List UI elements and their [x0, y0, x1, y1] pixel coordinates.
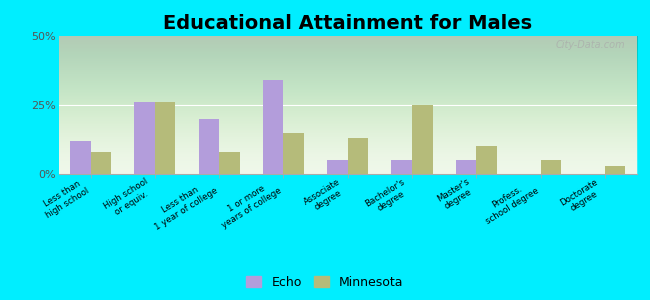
Text: Less than
high school: Less than high school [38, 177, 90, 220]
Text: Profess.
school degree: Profess. school degree [479, 177, 541, 226]
Legend: Echo, Minnesota: Echo, Minnesota [241, 271, 409, 294]
Text: Associate
degree: Associate degree [302, 177, 348, 215]
Bar [605, 166, 625, 174]
Bar [456, 160, 476, 174]
Bar [199, 119, 219, 174]
Bar [412, 105, 433, 174]
Bar [348, 138, 369, 174]
Text: Master's
degree: Master's degree [435, 177, 476, 213]
Text: 1 or more
years of college: 1 or more years of college [215, 177, 283, 230]
Bar [90, 152, 111, 174]
Bar [283, 133, 304, 174]
Bar [541, 160, 561, 174]
Bar [70, 141, 90, 174]
Bar [155, 102, 176, 174]
Bar [135, 102, 155, 174]
Bar [263, 80, 283, 174]
Bar [476, 146, 497, 174]
Text: City-Data.com: City-Data.com [556, 40, 625, 50]
Text: Less than
1 year of college: Less than 1 year of college [148, 177, 219, 232]
Bar [327, 160, 348, 174]
Title: Educational Attainment for Males: Educational Attainment for Males [163, 14, 532, 33]
Text: High school
or equiv.: High school or equiv. [102, 177, 155, 220]
Text: Doctorate
degree: Doctorate degree [558, 177, 605, 216]
Bar [391, 160, 412, 174]
Text: Bachelor's
degree: Bachelor's degree [363, 177, 412, 217]
Bar [219, 152, 240, 174]
